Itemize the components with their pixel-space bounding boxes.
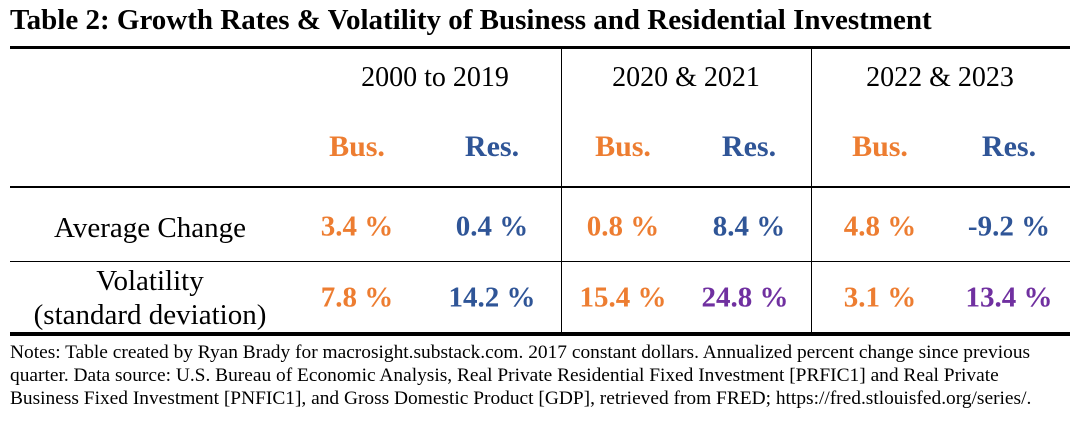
row-label-average-change: Average Change [54,212,246,244]
value-cell: 0.4 % [455,210,529,243]
res-subheader: Res. [981,130,1037,163]
value-cell: 0.8 % [586,210,660,243]
value-cell-highlight: 13.4 % [965,281,1053,314]
column-divider [811,49,812,332]
period-header: 2020 & 2021 [612,62,760,93]
value-cell: -9.2 % [967,210,1051,243]
table-notes: Notes: Table created by Ryan Brady for m… [10,342,1032,409]
bus-subheader: Bus. [595,130,651,163]
column-divider [561,49,562,332]
header-rule [10,186,1070,188]
table-title: Table 2: Growth Rates & Volatility of Bu… [10,4,932,36]
value-cell-highlight: 24.8 % [701,281,789,314]
period-header: 2000 to 2019 [361,62,509,93]
bottom-rule [10,332,1070,336]
value-cell: 8.4 % [712,210,786,243]
value-cell: 7.8 % [320,281,394,314]
value-cell: 4.8 % [843,210,917,243]
row-label-volatility-line2: (standard deviation) [33,299,267,331]
value-cell: 15.4 % [579,281,667,314]
bus-subheader: Bus. [329,130,385,163]
res-subheader: Res. [464,130,520,163]
top-rule [10,46,1070,49]
value-cell: 3.1 % [843,281,917,314]
row-label-volatility-line1: Volatility [96,265,204,297]
value-cell: 14.2 % [448,281,536,314]
value-cell: 3.4 % [320,210,394,243]
res-subheader: Res. [721,130,777,163]
row-divider [10,261,1070,262]
row-label-volatility: Volatility (standard deviation) [34,264,267,332]
period-header: 2022 & 2023 [866,62,1014,93]
bus-subheader: Bus. [852,130,908,163]
